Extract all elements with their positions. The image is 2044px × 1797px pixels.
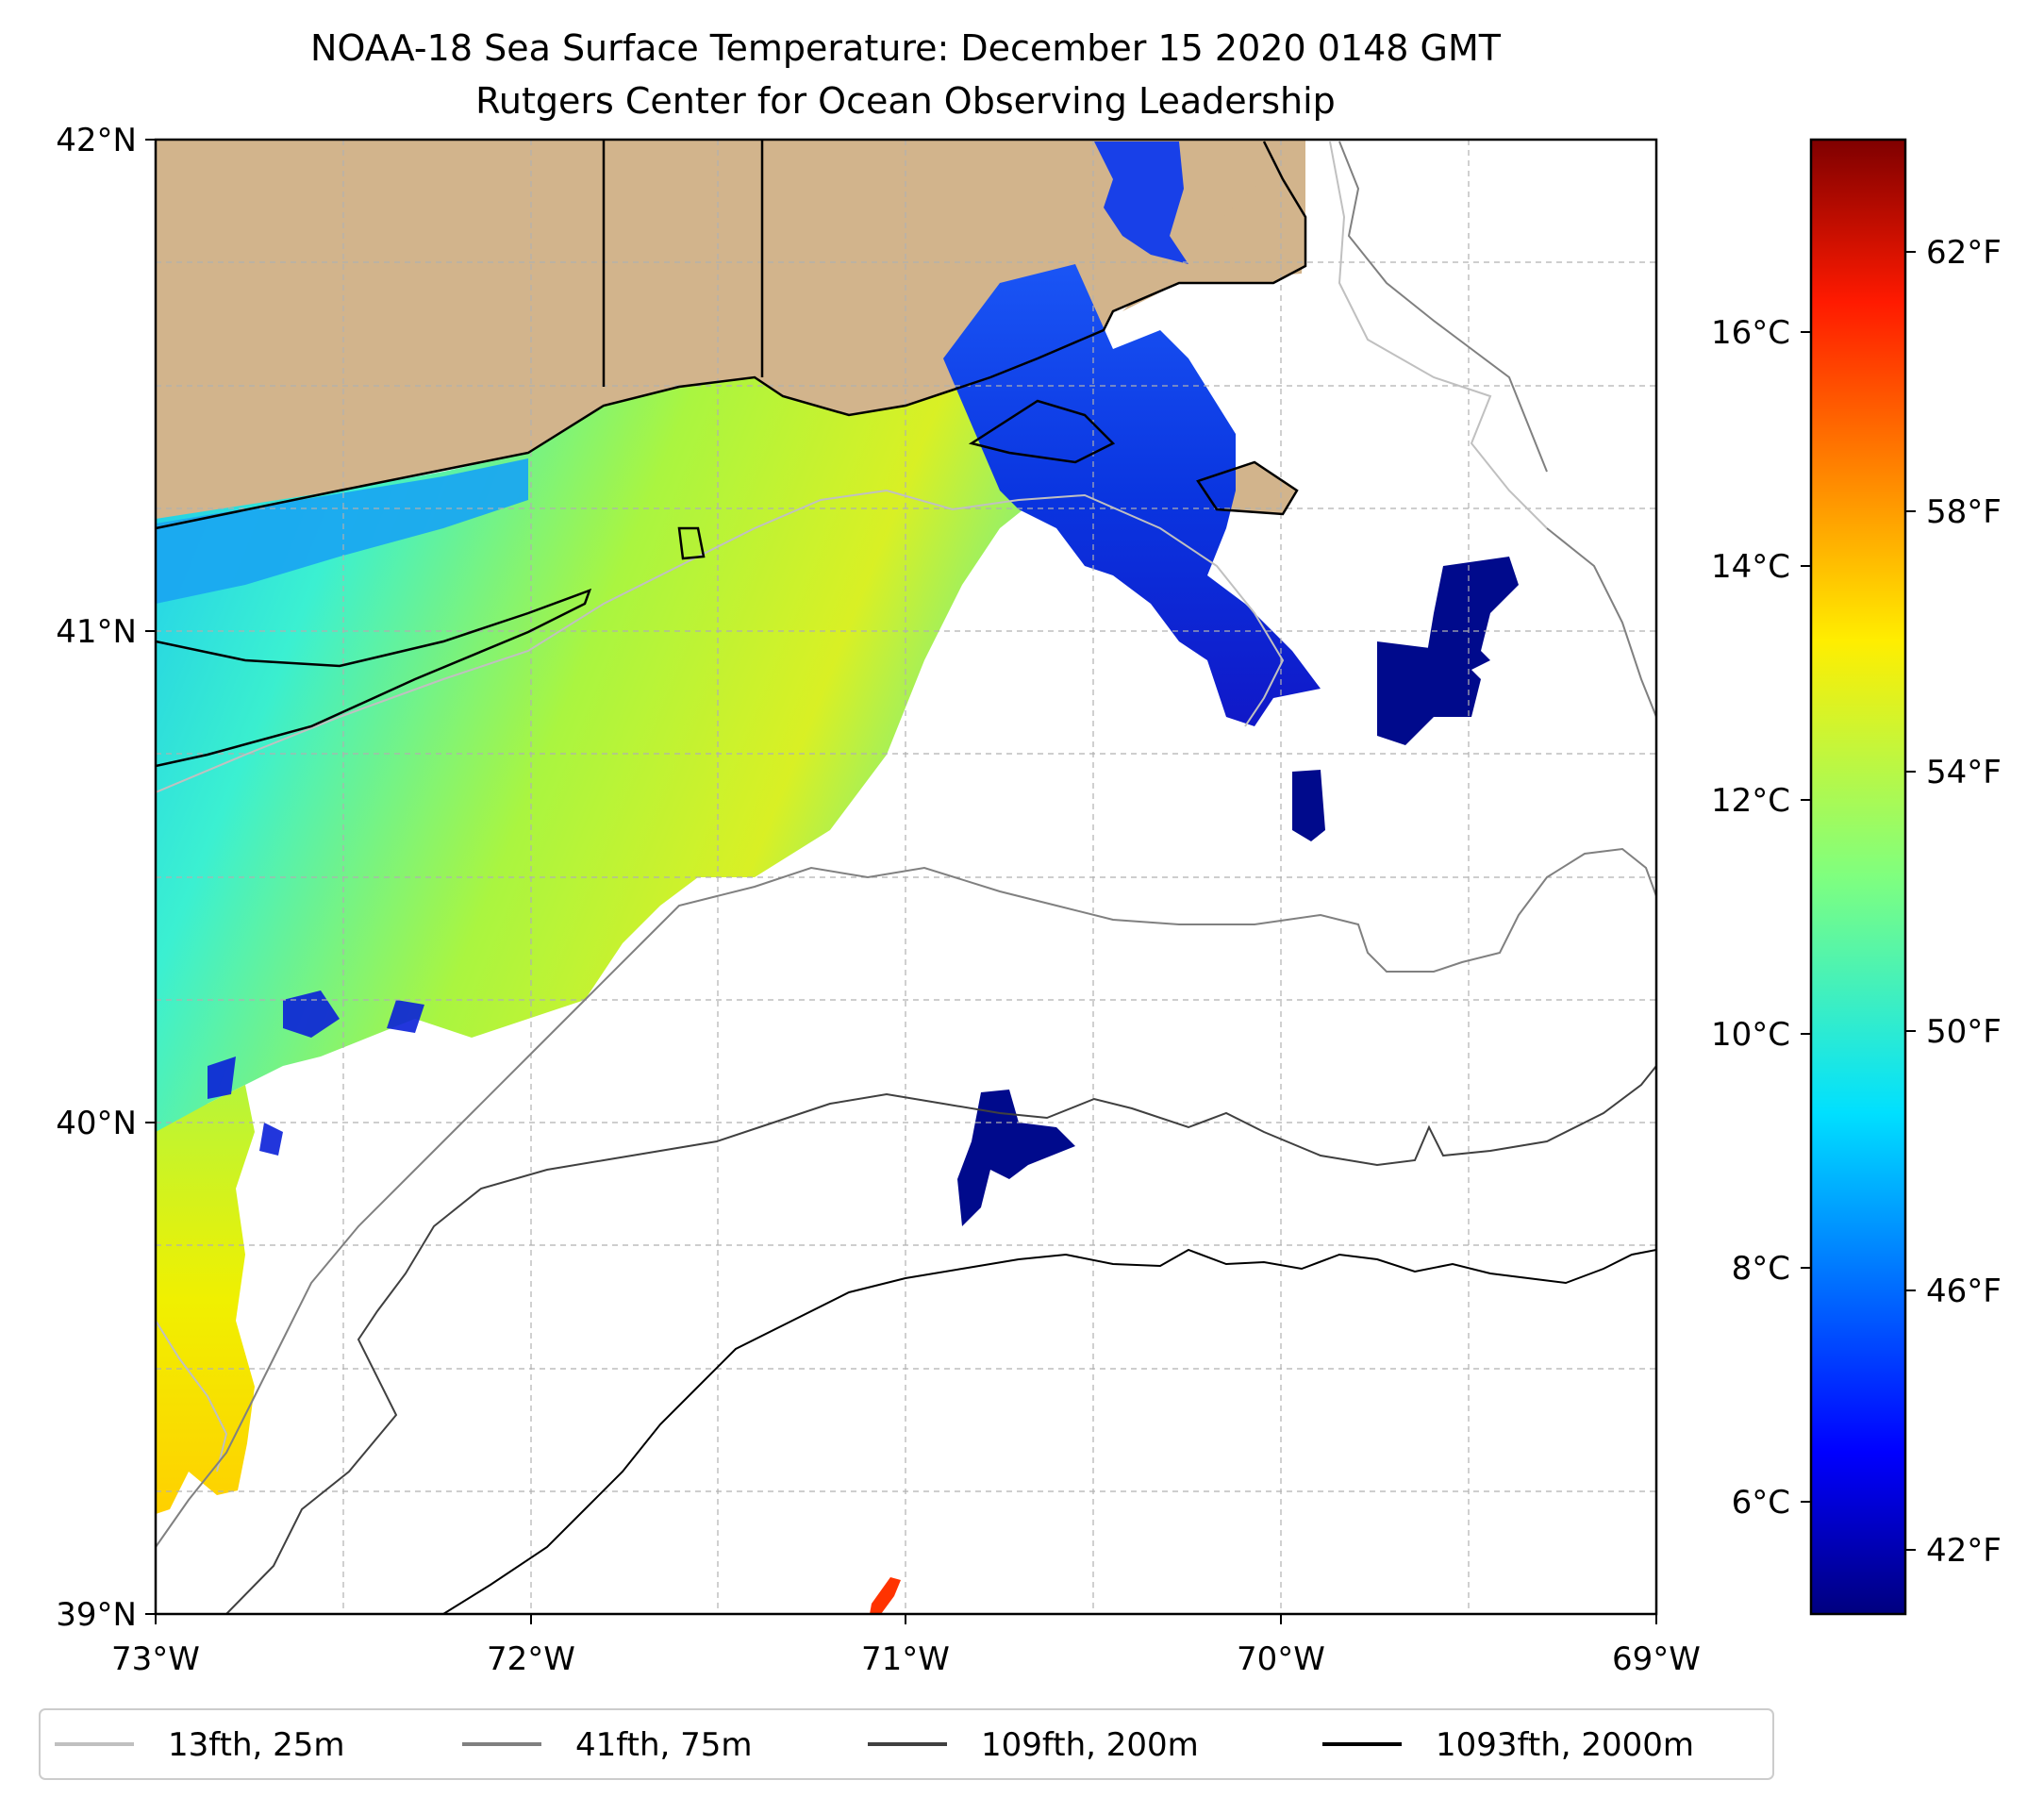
y-tick-label: 42°N bbox=[56, 122, 137, 159]
land-new-england bbox=[156, 140, 1305, 528]
y-tick-label: 40°N bbox=[56, 1105, 137, 1142]
x-tick-label: 69°W bbox=[1612, 1640, 1701, 1678]
colorbar-celsius-label: 12°C bbox=[1711, 782, 1790, 820]
axis-ticks bbox=[145, 139, 1657, 1624]
isobath-25m bbox=[156, 141, 1548, 1473]
colorbar bbox=[1809, 138, 1907, 1616]
sst-main-swath bbox=[156, 358, 1047, 1132]
colorbar-fahrenheit-label: 42°F bbox=[1926, 1532, 2002, 1570]
map-title-line1: NOAA-18 Sea Surface Temperature: Decembe… bbox=[310, 27, 1502, 69]
colorbar-celsius-label: 6°C bbox=[1732, 1484, 1790, 1522]
sst-cold-nantucket-shoals bbox=[1377, 641, 1481, 745]
colorbar-fahrenheit-label: 62°F bbox=[1926, 234, 2002, 272]
isobath-75m bbox=[156, 141, 1656, 1548]
sst-warm-patch bbox=[870, 1577, 901, 1614]
colorbar-ticks bbox=[1801, 251, 1916, 1551]
isobath-200m bbox=[225, 1065, 1656, 1614]
colorbar-celsius-label: 8°C bbox=[1732, 1250, 1790, 1288]
gridlines bbox=[156, 140, 1656, 1614]
x-tick-label: 72°W bbox=[487, 1640, 575, 1678]
x-tick-label: 70°W bbox=[1237, 1640, 1325, 1678]
colorbar-celsius-label: 10°C bbox=[1711, 1016, 1790, 1054]
x-tick-label: 73°W bbox=[111, 1640, 200, 1678]
coastline bbox=[156, 140, 1307, 768]
sst-cold-specks bbox=[208, 990, 424, 1156]
sst-cold-shoals bbox=[1424, 557, 1519, 679]
sst-south-swath bbox=[156, 1085, 255, 1514]
colorbar-fahrenheit-label: 46°F bbox=[1926, 1273, 2002, 1310]
sst-cold-patch-1 bbox=[1292, 770, 1325, 841]
land-cape-cod bbox=[1122, 140, 1305, 311]
colorbar-celsius-label: 16°C bbox=[1711, 314, 1790, 352]
sst-cold-patch-2 bbox=[957, 1090, 1075, 1226]
sst-cold-buzzards bbox=[943, 264, 1321, 726]
isobath-2000m bbox=[442, 1248, 1656, 1614]
colorbar-fahrenheit-label: 54°F bbox=[1926, 754, 2002, 791]
legend-label-2000m: 1093fth, 2000m bbox=[1436, 1726, 1694, 1764]
colorbar-celsius-label: 14°C bbox=[1711, 548, 1790, 586]
colorbar-fahrenheit-label: 50°F bbox=[1926, 1013, 2002, 1051]
legend-label-200m: 109fth, 200m bbox=[981, 1726, 1199, 1764]
y-tick-label: 39°N bbox=[56, 1596, 137, 1634]
colorbar-fahrenheit-label: 58°F bbox=[1926, 493, 2002, 531]
sst-cold-cape-cod-bay bbox=[1094, 141, 1188, 264]
map-title-line2: Rutgers Center for Ocean Observing Leade… bbox=[475, 80, 1336, 122]
y-tick-label: 41°N bbox=[56, 613, 137, 651]
x-tick-label: 71°W bbox=[861, 1640, 950, 1678]
legend-label-25m: 13fth, 25m bbox=[168, 1726, 345, 1764]
legend-label-75m: 41fth, 75m bbox=[575, 1726, 753, 1764]
map-area bbox=[156, 140, 1656, 1614]
sst-inshore-nearshore bbox=[156, 458, 528, 604]
legend: 13fth, 25m 41fth, 75m 109fth, 200m 1093f… bbox=[39, 1708, 1774, 1780]
